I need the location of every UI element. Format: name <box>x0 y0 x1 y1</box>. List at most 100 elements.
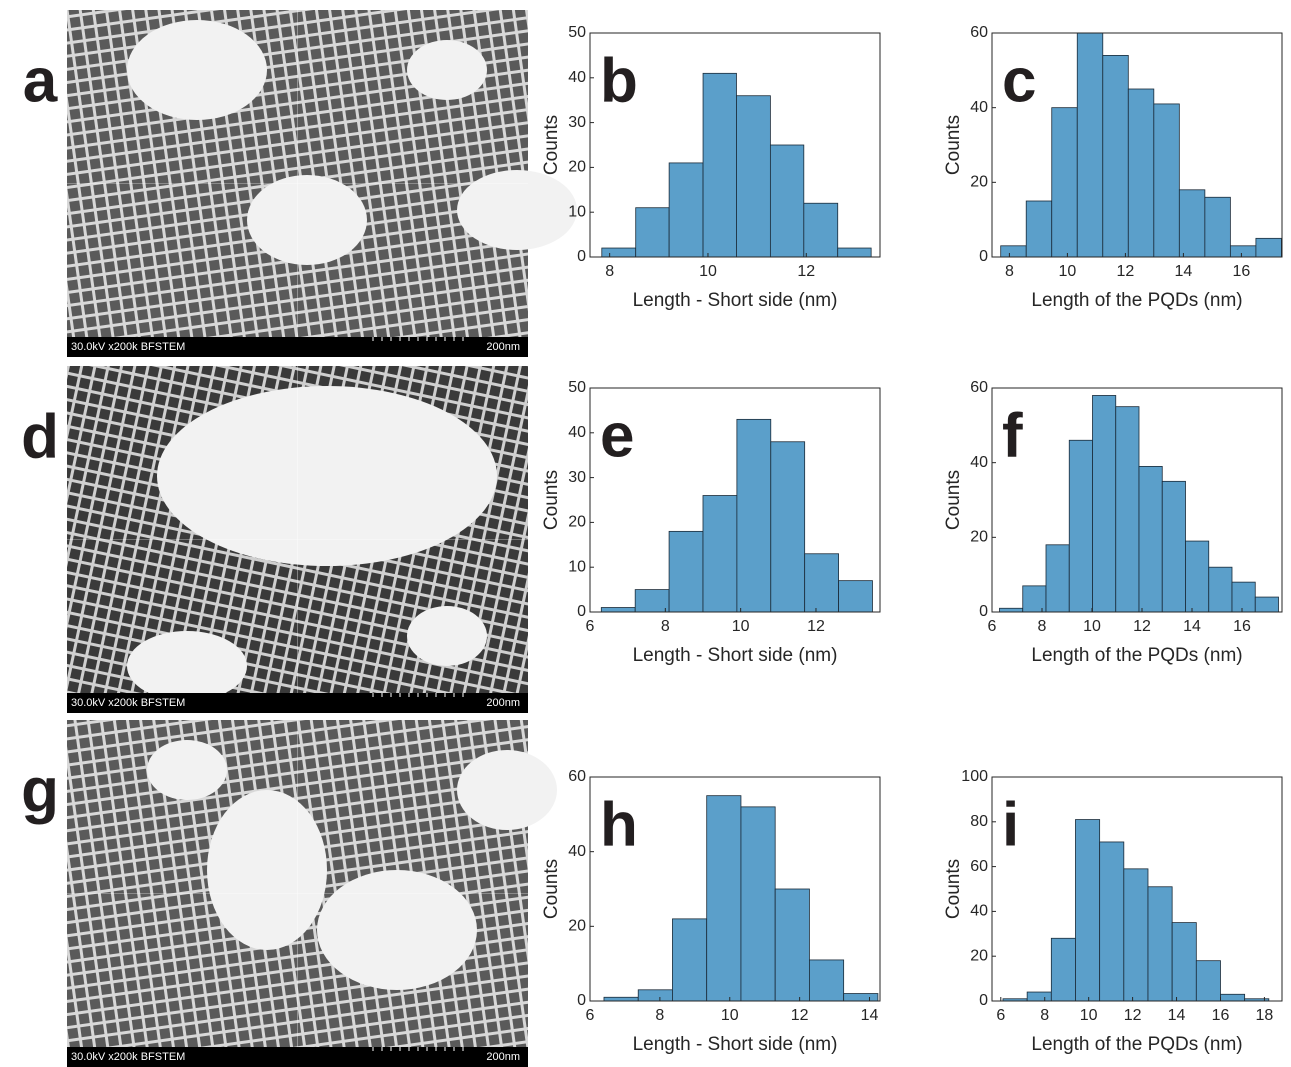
y-tick-label: 40 <box>970 99 988 116</box>
panel-label: f <box>1002 401 1023 470</box>
axes-box <box>589 32 881 258</box>
x-tick-label: 12 <box>1133 618 1151 635</box>
bar <box>635 207 670 258</box>
y-tick-label: 20 <box>568 918 586 935</box>
bar <box>809 959 845 1002</box>
scale-bar-label: 200nm <box>486 697 520 709</box>
empty-region <box>317 870 477 990</box>
panel-label: i <box>1002 790 1019 859</box>
y-tick-label: 100 <box>961 768 988 785</box>
bar <box>1171 922 1197 1002</box>
bar <box>1022 585 1047 613</box>
y-tick-label: 20 <box>568 159 586 176</box>
y-tick-label: 0 <box>979 992 988 1009</box>
x-tick-label: 18 <box>1256 1007 1274 1024</box>
bar <box>1123 868 1149 1002</box>
y-axis-label: Counts <box>541 115 562 175</box>
bar <box>1138 465 1163 613</box>
y-tick-label: 10 <box>568 558 586 575</box>
x-tick-label: 6 <box>988 618 997 635</box>
bar <box>668 162 704 258</box>
x-axis-label: Length - Short side (nm) <box>633 645 838 666</box>
bar <box>736 418 772 613</box>
bar <box>637 989 673 1002</box>
scale-bar-label: 200nm <box>486 1051 520 1063</box>
y-tick-label: 40 <box>970 903 988 920</box>
axes-box <box>589 387 881 613</box>
x-tick-label: 8 <box>655 1007 664 1024</box>
bar <box>1076 32 1104 258</box>
x-axis-label: Length of the PQDs (nm) <box>1031 290 1242 311</box>
bar <box>702 72 737 258</box>
panel-label: c <box>1002 46 1036 115</box>
bar <box>1161 480 1186 613</box>
x-tick-label: 10 <box>699 263 717 280</box>
y-tick-label: 60 <box>970 379 988 396</box>
empty-region <box>457 170 577 250</box>
empty-region <box>147 740 227 800</box>
axes-box <box>589 776 881 1002</box>
bar <box>600 607 636 613</box>
y-tick-label: 60 <box>970 858 988 875</box>
axes-box <box>991 387 1283 613</box>
bar <box>770 441 806 613</box>
bar <box>740 806 776 1002</box>
y-axis-label: Counts <box>541 859 562 919</box>
x-tick-label: 12 <box>1124 1007 1142 1024</box>
y-axis-label: Counts <box>943 859 964 919</box>
bar <box>1208 566 1233 613</box>
x-axis-label: Length - Short side (nm) <box>633 1034 838 1055</box>
empty-region <box>127 20 267 120</box>
caption-bar <box>67 693 528 713</box>
bar <box>1147 886 1173 1002</box>
bar <box>1115 406 1140 613</box>
x-tick-label: 10 <box>1083 618 1101 635</box>
panel-label: b <box>600 46 638 115</box>
bar <box>634 589 670 613</box>
y-axis-label: Counts <box>541 470 562 530</box>
stem-image: 30.0kV x200k BFSTEM 200nm <box>67 366 528 713</box>
bar <box>1075 819 1101 1002</box>
y-tick-label: 0 <box>577 992 586 1009</box>
bar <box>1153 103 1180 258</box>
image-caption: 30.0kV x200k BFSTEM <box>71 341 185 353</box>
empty-region <box>407 40 487 100</box>
y-tick-label: 40 <box>568 843 586 860</box>
x-tick-label: 14 <box>1168 1007 1186 1024</box>
x-tick-label: 12 <box>797 263 815 280</box>
x-tick-label: 8 <box>605 263 614 280</box>
bar <box>706 795 742 1002</box>
bar <box>1178 189 1206 258</box>
bar <box>601 247 637 258</box>
bar <box>774 888 810 1002</box>
y-tick-label: 20 <box>568 514 586 531</box>
bar <box>1045 544 1070 613</box>
bar <box>1092 395 1117 613</box>
y-axis-label: Counts <box>943 115 964 175</box>
bar <box>1050 937 1076 1002</box>
panel-label: h <box>600 790 638 859</box>
y-tick-label: 0 <box>577 248 586 265</box>
x-axis-label: Length - Short side (nm) <box>633 290 838 311</box>
bar <box>1051 107 1078 258</box>
y-tick-label: 60 <box>970 24 988 41</box>
stem-image: 30.0kV x200k BFSTEM 200nm <box>67 720 557 1067</box>
stem-image: 30.0kV x200k BFSTEM 200nm <box>67 10 577 357</box>
y-tick-label: 10 <box>568 203 586 220</box>
y-tick-label: 0 <box>979 248 988 265</box>
x-tick-label: 12 <box>791 1007 809 1024</box>
x-tick-label: 10 <box>732 618 750 635</box>
bar <box>804 553 839 613</box>
caption-bar <box>67 1047 528 1067</box>
bar <box>1254 596 1279 613</box>
x-tick-label: 10 <box>1059 263 1077 280</box>
bar <box>603 996 639 1002</box>
panel-label: e <box>600 401 634 470</box>
x-tick-label: 10 <box>1080 1007 1098 1024</box>
bar <box>1185 540 1210 613</box>
y-tick-label: 40 <box>568 69 586 86</box>
bar <box>1026 991 1052 1002</box>
y-tick-label: 0 <box>979 603 988 620</box>
axes-box <box>991 32 1283 258</box>
